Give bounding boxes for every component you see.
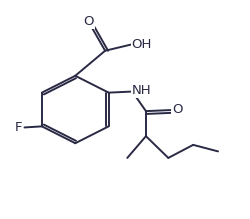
Text: F: F <box>14 121 22 134</box>
Text: OH: OH <box>132 38 152 51</box>
Text: NH: NH <box>132 84 152 97</box>
Text: O: O <box>172 103 182 116</box>
Text: O: O <box>84 15 94 28</box>
